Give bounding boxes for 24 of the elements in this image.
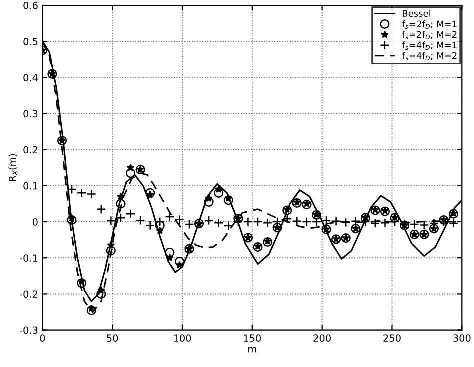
legend-label: f$_{s}$=2f$_{D}$; M=2 — [402, 31, 457, 40]
legend-label: f$_{s}$=4f$_{D}$; M=1 — [402, 42, 457, 50]
y-tick-label: 0.5 — [24, 38, 38, 46]
x-axis-title: m — [248, 347, 256, 353]
y-tick-label: 0.1 — [24, 182, 38, 190]
y-tick-label: -0.3 — [20, 326, 38, 334]
x-tick-label: 150 — [244, 334, 262, 342]
legend-label: Bessel — [403, 10, 430, 18]
y-axis-title: R$_{X}$(m) — [8, 154, 18, 182]
y-tick-label: 0.3 — [24, 110, 38, 118]
x-tick-label: 200 — [314, 334, 331, 342]
x-tick-label: 50 — [107, 334, 118, 342]
y-tick-label: -0.2 — [20, 290, 38, 298]
x-tick-label: 300 — [454, 334, 471, 342]
y-tick-label: 0.4 — [24, 74, 38, 82]
y-tick-label: 0 — [32, 218, 38, 226]
legend-label: f$_{s}$=4f$_{D}$; M=2 — [402, 52, 457, 61]
legend-label: f$_{s}$=2f$_{D}$; M=1 — [402, 20, 457, 29]
x-tick-label: 100 — [174, 334, 192, 342]
x-tick-label: 0 — [40, 334, 46, 342]
x-tick-label: 250 — [384, 334, 401, 342]
y-tick-label: -0.1 — [20, 254, 38, 262]
y-tick-label: 0.6 — [24, 2, 38, 10]
y-tick-label: 0.2 — [24, 146, 38, 154]
